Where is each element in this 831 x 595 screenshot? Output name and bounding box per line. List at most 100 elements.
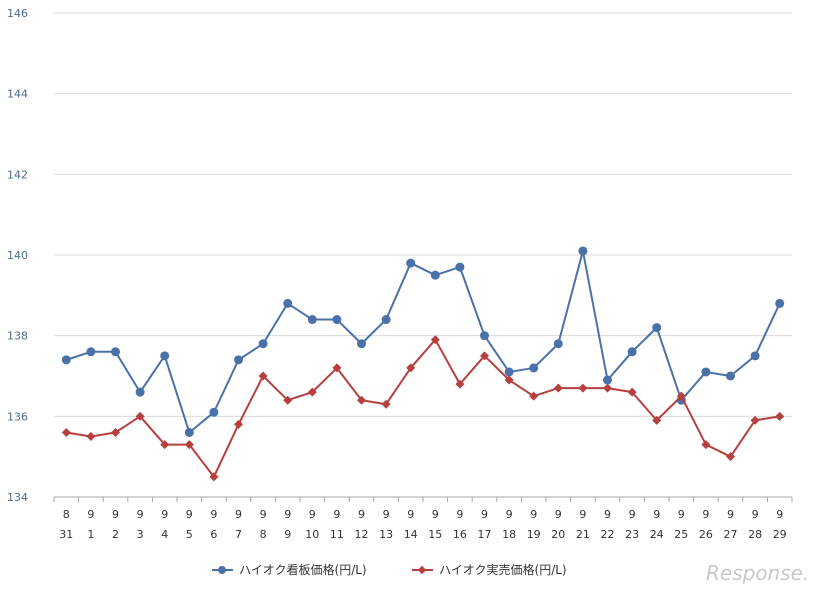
data-point-1 xyxy=(86,432,96,441)
x-tick-month: 9 xyxy=(112,508,119,521)
data-point-0 xyxy=(750,351,760,361)
data-point-1 xyxy=(332,363,342,373)
data-point-0 xyxy=(357,339,366,349)
data-point-0 xyxy=(184,427,194,437)
grid-lines xyxy=(54,12,792,417)
y-axis-ticks: 134 136 138 140 142 144 146 xyxy=(7,7,28,504)
data-point-0 xyxy=(209,407,219,417)
data-point-0 xyxy=(135,387,145,397)
x-tick-day: 28 xyxy=(748,528,762,541)
data-point-0 xyxy=(234,355,243,365)
data-point-1 xyxy=(627,387,637,397)
data-point-1 xyxy=(160,440,170,450)
x-tick-month: 9 xyxy=(702,508,709,521)
x-tick-day: 13 xyxy=(379,528,393,541)
x-tick-month: 9 xyxy=(579,508,586,521)
x-tick-day: 21 xyxy=(576,528,590,541)
x-tick-month: 9 xyxy=(506,508,513,521)
data-point-1 xyxy=(234,419,243,429)
x-tick-month: 9 xyxy=(727,508,734,521)
y-tick-label: 140 xyxy=(7,249,28,262)
data-point-0 xyxy=(381,315,391,325)
x-tick-month: 9 xyxy=(678,508,685,521)
data-point-1 xyxy=(184,440,194,450)
x-tick-month: 9 xyxy=(87,508,94,521)
data-point-0 xyxy=(578,246,588,256)
data-point-0 xyxy=(603,375,612,385)
x-tick-day: 26 xyxy=(699,528,713,541)
x-tick-month: 9 xyxy=(555,508,562,521)
x-axis: 8319192939495969798999109119129139149159… xyxy=(53,496,793,541)
x-tick-day: 8 xyxy=(260,528,267,541)
data-point-1 xyxy=(357,395,366,405)
data-point-0 xyxy=(627,347,637,357)
x-tick-month: 9 xyxy=(530,508,537,521)
data-point-0 xyxy=(160,351,170,361)
data-point-1 xyxy=(111,427,120,437)
x-tick-month: 9 xyxy=(604,508,611,521)
x-tick-day: 18 xyxy=(502,528,516,541)
x-tick-day: 12 xyxy=(355,528,369,541)
data-point-1 xyxy=(603,383,612,393)
data-point-1 xyxy=(61,427,71,437)
series-line-1 xyxy=(66,338,780,478)
x-tick-month: 8 xyxy=(63,508,70,521)
x-tick-month: 9 xyxy=(407,508,414,521)
data-point-1 xyxy=(775,411,785,421)
y-tick-label: 146 xyxy=(7,7,28,20)
x-tick-month: 9 xyxy=(186,508,193,521)
data-point-1 xyxy=(750,415,760,425)
data-point-1 xyxy=(209,472,219,482)
x-tick-day: 6 xyxy=(210,528,217,541)
x-tick-day: 25 xyxy=(674,528,688,541)
x-tick-month: 9 xyxy=(137,508,144,521)
data-point-0 xyxy=(111,347,120,357)
data-point-0 xyxy=(455,262,465,272)
x-tick-day: 2 xyxy=(112,528,119,541)
watermark-logo: Response. xyxy=(706,561,809,585)
data-point-1 xyxy=(455,379,465,389)
y-tick-label: 134 xyxy=(7,491,28,504)
x-tick-month: 9 xyxy=(333,508,340,521)
x-tick-day: 23 xyxy=(625,528,639,541)
data-point-1 xyxy=(701,440,711,450)
data-point-1 xyxy=(135,411,145,421)
x-tick-day: 27 xyxy=(724,528,738,541)
data-point-1 xyxy=(553,383,563,393)
data-point-0 xyxy=(61,355,71,365)
data-point-1 xyxy=(307,387,317,397)
series-line-0 xyxy=(65,249,781,434)
y-tick-label: 138 xyxy=(7,330,28,343)
data-point-1 xyxy=(480,351,489,361)
x-tick-month: 9 xyxy=(629,508,636,521)
legend-label-1: ハイオク実売価格(円/L) xyxy=(439,562,567,577)
data-point-1 xyxy=(381,399,391,409)
x-tick-day: 11 xyxy=(330,528,344,541)
data-point-1 xyxy=(283,395,293,405)
series-layer xyxy=(61,246,785,482)
y-tick-label: 142 xyxy=(7,168,28,181)
data-point-1 xyxy=(258,371,268,381)
x-tick-day: 31 xyxy=(59,528,73,541)
x-tick-month: 9 xyxy=(752,508,759,521)
x-tick-day: 20 xyxy=(551,528,565,541)
x-tick-day: 10 xyxy=(305,528,319,541)
data-point-1 xyxy=(726,452,735,462)
data-point-0 xyxy=(701,367,711,377)
x-tick-day: 19 xyxy=(527,528,541,541)
x-tick-month: 9 xyxy=(210,508,217,521)
x-tick-month: 9 xyxy=(358,508,365,521)
x-tick-day: 15 xyxy=(428,528,442,541)
x-tick-day: 14 xyxy=(404,528,418,541)
x-tick-day: 7 xyxy=(235,528,242,541)
data-point-0 xyxy=(283,298,293,308)
x-tick-month: 9 xyxy=(260,508,267,521)
data-point-1 xyxy=(430,335,440,345)
data-point-0 xyxy=(726,371,735,381)
x-tick-month: 9 xyxy=(653,508,660,521)
data-point-1 xyxy=(529,391,539,401)
x-tick-day: 4 xyxy=(161,528,168,541)
data-point-1 xyxy=(676,391,686,401)
data-point-1 xyxy=(406,363,416,373)
